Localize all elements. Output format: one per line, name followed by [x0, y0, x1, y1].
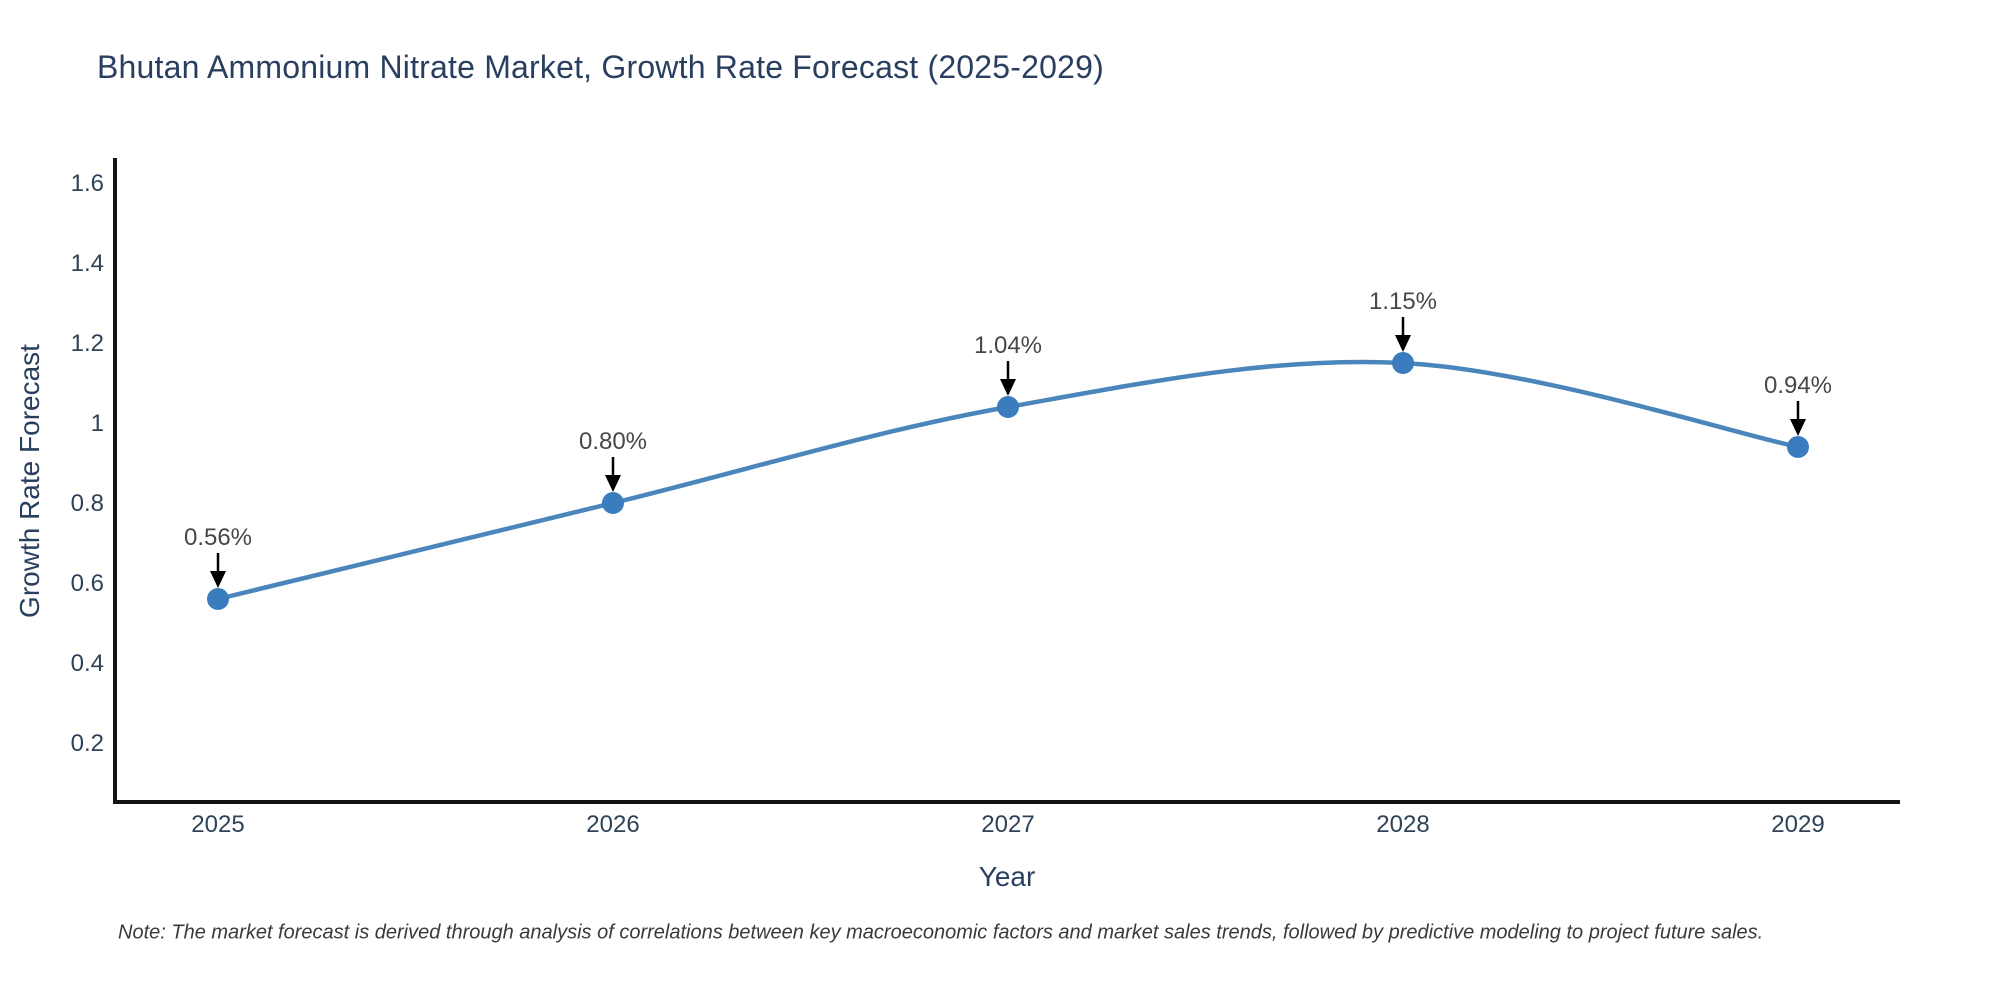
y-tick-label: 0.2 — [71, 730, 104, 757]
x-tick-label: 2029 — [1771, 811, 1824, 838]
annotation-arrowhead — [605, 475, 621, 492]
annotation-arrowhead — [1395, 335, 1411, 352]
annotation-label: 1.04% — [974, 332, 1042, 359]
y-tick-label: 0.6 — [71, 570, 104, 597]
data-point-marker — [1787, 436, 1809, 458]
y-tick-label: 0.8 — [71, 490, 104, 517]
x-tick-label: 2027 — [981, 811, 1034, 838]
annotation-label: 0.80% — [579, 428, 647, 455]
y-tick-label: 1.2 — [71, 330, 104, 357]
x-axis-title: Year — [978, 861, 1036, 892]
y-tick-label: 0.4 — [71, 650, 104, 677]
annotation-label: 1.15% — [1369, 288, 1437, 315]
annotation-label: 0.94% — [1764, 372, 1832, 399]
footnote: Note: The market forecast is derived thr… — [118, 921, 1764, 944]
y-tick-label: 1.4 — [71, 250, 104, 277]
chart-title: Bhutan Ammonium Nitrate Market, Growth R… — [97, 49, 1105, 85]
data-point-marker — [1392, 352, 1414, 374]
x-tick-label: 2026 — [586, 811, 639, 838]
y-axis-title: Growth Rate Forecast — [14, 344, 45, 618]
x-tick-label: 2025 — [191, 811, 244, 838]
y-tick-label: 1 — [91, 410, 104, 437]
data-point-marker — [207, 588, 229, 610]
y-tick-label: 1.6 — [71, 170, 104, 197]
annotation-arrowhead — [1000, 379, 1016, 396]
annotation-label: 0.56% — [184, 524, 252, 551]
data-point-marker — [997, 396, 1019, 418]
annotation-arrowhead — [210, 571, 226, 588]
annotation-arrowhead — [1790, 419, 1806, 436]
x-tick-label: 2028 — [1376, 811, 1429, 838]
data-point-marker — [602, 492, 624, 514]
